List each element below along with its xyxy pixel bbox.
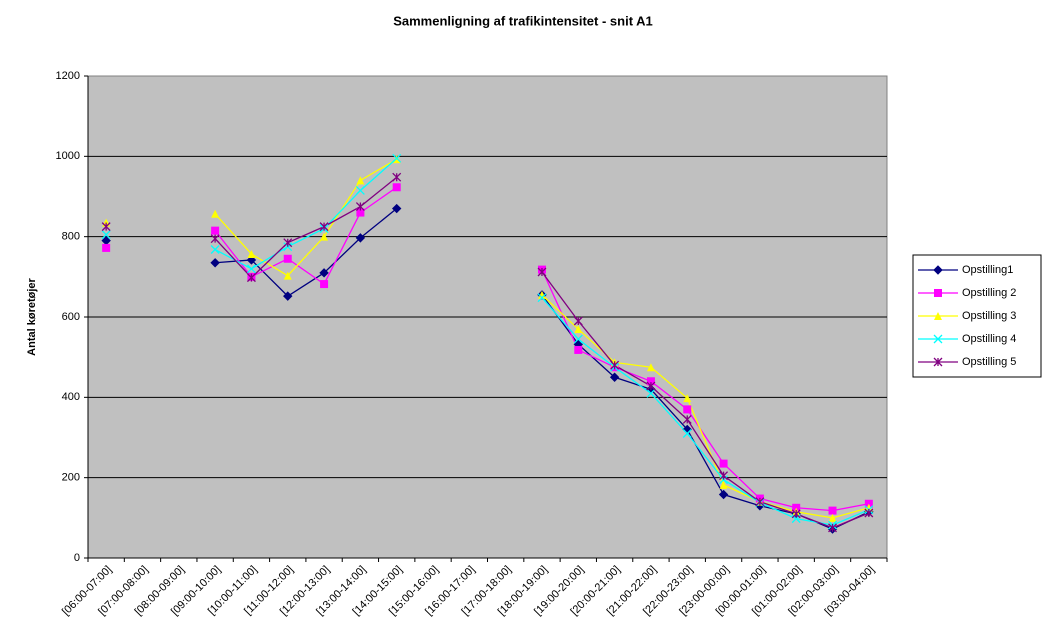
legend-label: Opstilling 4 (962, 333, 1016, 345)
data-point (283, 271, 292, 280)
data-point (246, 255, 257, 265)
data-point (283, 291, 293, 301)
y-tick-label: 600 (62, 311, 80, 323)
series-line (214, 158, 870, 519)
legend-label: Opstilling 5 (962, 356, 1016, 368)
data-point (755, 497, 765, 507)
y-tick-label: 1000 (56, 150, 80, 162)
data-point (537, 290, 546, 299)
y-tick-label: 0 (74, 552, 80, 564)
data-point (101, 222, 111, 232)
data-point (573, 334, 583, 344)
data-point (864, 503, 873, 512)
legend-label: Opstilling1 (962, 264, 1013, 276)
data-point (319, 222, 329, 232)
data-point (573, 316, 583, 326)
data-point (246, 273, 256, 283)
data-point (574, 345, 583, 354)
data-point (392, 172, 402, 182)
data-point (210, 258, 220, 268)
data-point (719, 480, 728, 489)
data-point (791, 509, 801, 519)
data-point (683, 405, 692, 414)
legend-marker (934, 289, 942, 297)
data-point (320, 280, 329, 289)
data-point (210, 234, 220, 244)
y-tick-label: 800 (62, 231, 80, 243)
data-point (864, 499, 873, 508)
data-point (101, 230, 111, 240)
data-point (719, 459, 728, 468)
data-point (319, 268, 329, 278)
data-point (682, 414, 692, 424)
data-point (211, 209, 220, 218)
data-point (864, 508, 874, 518)
data-point (391, 203, 402, 214)
legend-label: Opstilling 3 (962, 310, 1016, 322)
data-point (320, 232, 329, 241)
data-point (646, 363, 655, 372)
data-point (392, 183, 401, 192)
data-point (356, 208, 365, 217)
legend-marker (934, 312, 942, 320)
data-point (283, 238, 293, 248)
data-point (574, 325, 583, 334)
data-point (537, 293, 547, 303)
data-point (828, 523, 837, 533)
data-point (211, 226, 220, 235)
data-point (283, 254, 292, 263)
y-tick-label: 400 (62, 391, 80, 403)
data-point (683, 394, 692, 403)
legend-marker (933, 265, 943, 275)
y-tick-label: 200 (62, 472, 80, 484)
data-point (646, 388, 656, 398)
legend-label: Opstilling 2 (962, 287, 1016, 299)
data-point (247, 249, 256, 258)
data-point (210, 245, 220, 254)
legend-marker (933, 357, 943, 367)
data-point (355, 233, 366, 243)
data-point (355, 202, 365, 212)
data-point (718, 489, 729, 500)
data-point (356, 176, 365, 185)
data-point (792, 503, 801, 512)
data-point (537, 267, 547, 277)
data-point (719, 471, 729, 481)
data-point (355, 186, 365, 195)
legend-marker (933, 334, 943, 344)
series-line (214, 157, 870, 526)
series-line (214, 186, 869, 512)
data-point (246, 264, 256, 274)
chart-title: Sammenligning af trafikintensitet - snit… (393, 13, 653, 28)
y-axis-label: Antal køretøjer (26, 277, 38, 355)
y-tick-label: 1200 (56, 70, 80, 82)
data-point (646, 377, 655, 386)
data-point (102, 243, 111, 252)
data-point (610, 360, 620, 370)
series-line (214, 176, 870, 529)
data-point (392, 153, 402, 163)
data-point (828, 513, 837, 522)
data-point (646, 381, 656, 391)
data-point (719, 475, 729, 485)
data-point (283, 242, 293, 252)
data-point (828, 506, 837, 515)
data-point (682, 429, 692, 438)
data-point (609, 372, 620, 382)
